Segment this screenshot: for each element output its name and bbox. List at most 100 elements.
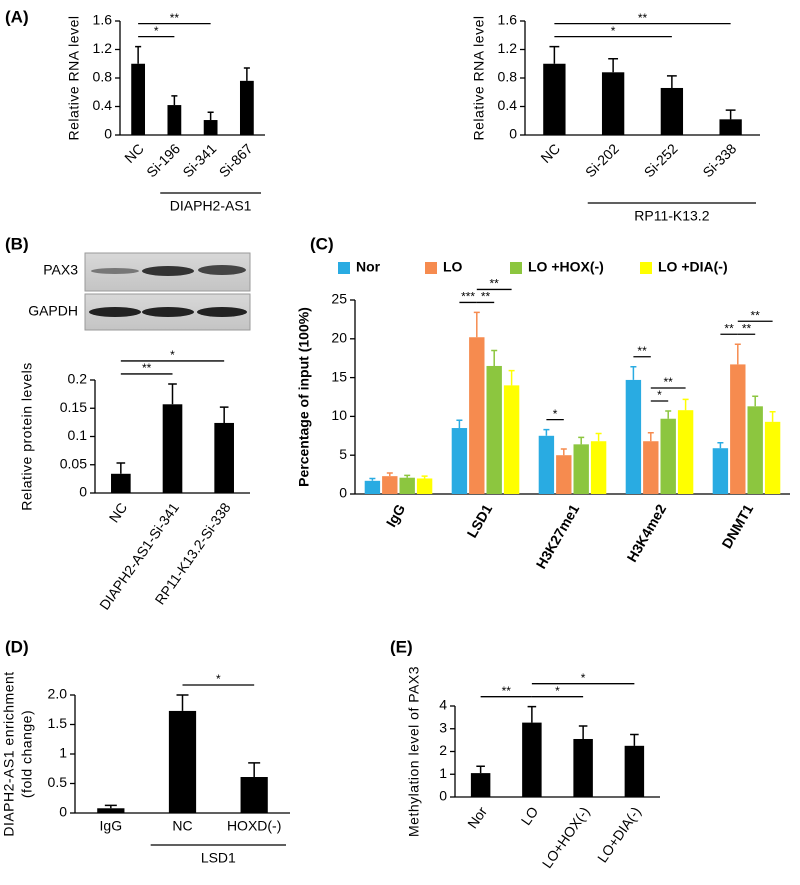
- error-bar: [717, 442, 724, 449]
- bar: [470, 773, 491, 797]
- y-tick-label: 20: [331, 330, 347, 346]
- bar: [719, 119, 742, 135]
- bar: [239, 80, 254, 135]
- blot-band: [142, 307, 194, 317]
- bar: [214, 422, 234, 493]
- blot-band: [198, 265, 246, 275]
- blot-label: GAPDH: [28, 303, 78, 319]
- bar: [543, 63, 566, 135]
- x-tick-label: LO+DIA(-): [594, 804, 644, 866]
- y-tick-label: 0.2: [68, 371, 88, 387]
- bar: [469, 337, 485, 494]
- bar: [522, 722, 542, 797]
- legend-label: Nor: [356, 259, 381, 275]
- y-tick-label: 10: [331, 407, 347, 423]
- panel-label: (D): [5, 637, 29, 656]
- error-bar: [734, 343, 741, 365]
- error-bar: [665, 410, 672, 419]
- significance-label: *: [555, 684, 560, 698]
- error-bar: [404, 474, 411, 478]
- bar: [660, 418, 676, 494]
- bar: [643, 441, 659, 494]
- y-tick-label: 0: [104, 126, 112, 142]
- x-tick-label: H3K27me1: [533, 501, 583, 571]
- x-tick-label: NC: [172, 818, 192, 834]
- y-tick-label: 0: [339, 485, 347, 501]
- bar: [162, 404, 183, 493]
- x-tick-label: IgG: [100, 818, 123, 834]
- y-tick-label: 4: [439, 697, 447, 713]
- y-tick-label: 1.6: [93, 12, 113, 28]
- y-axis-label: DIAPH2-AS1 enrichment: [1, 671, 17, 836]
- panel-label: (B): [5, 234, 29, 253]
- bar: [111, 473, 131, 493]
- bar: [538, 435, 555, 494]
- x-tick-label: Nor: [464, 803, 490, 831]
- error-bar: [473, 311, 480, 338]
- y-tick-label: 0: [59, 804, 67, 820]
- significance-label: *: [216, 672, 221, 686]
- legend-label: LO +DIA(-): [658, 259, 728, 275]
- bar: [573, 444, 589, 494]
- y-tick-label: 2.0: [48, 686, 68, 702]
- y-tick-label: 1.2: [498, 40, 518, 56]
- group-label: LSD1: [201, 850, 236, 866]
- bar: [416, 478, 433, 494]
- group-label: RP11-K13.2: [634, 208, 709, 224]
- legend-swatch: [425, 262, 437, 274]
- group-label: DIAPH2-AS1: [170, 198, 252, 214]
- y-tick-label: 0.8: [93, 69, 113, 85]
- error-bar: [369, 477, 376, 481]
- blot-band: [142, 266, 194, 276]
- y-axis-label: Relative RNA level: [471, 16, 487, 141]
- blot-band: [91, 268, 139, 274]
- x-tick-label: Si-196: [143, 140, 183, 180]
- y-tick-label: 0.4: [498, 97, 518, 113]
- x-tick-label: NC: [537, 140, 563, 166]
- significance-label: **: [751, 308, 761, 322]
- error-bar: [752, 395, 759, 407]
- error-bar: [560, 448, 567, 456]
- x-tick-label: IgG: [383, 501, 409, 529]
- legend-swatch: [338, 262, 350, 274]
- bar: [364, 480, 381, 494]
- y-tick-label: 2: [439, 742, 447, 758]
- blot-band: [197, 307, 247, 317]
- error-bar: [243, 67, 250, 81]
- bar: [712, 448, 729, 494]
- error-bar: [476, 765, 485, 774]
- bar: [556, 455, 572, 494]
- error-bar: [630, 733, 639, 746]
- bar: [486, 365, 502, 494]
- bar: [677, 410, 694, 494]
- y-axis-label: Relative protein levels: [19, 362, 35, 510]
- bar: [503, 385, 520, 494]
- significance-label: **: [170, 11, 180, 25]
- significance-label: *: [657, 388, 662, 402]
- y-tick-label: 0.15: [60, 399, 87, 415]
- bar: [382, 476, 398, 494]
- legend-label: LO: [443, 259, 463, 275]
- y-tick-label: 0.05: [60, 455, 87, 471]
- significance-label: **: [664, 375, 674, 389]
- x-tick-label: Si-338: [699, 140, 739, 180]
- bar: [451, 428, 468, 494]
- y-axis-label: Relative RNA level: [66, 16, 82, 141]
- significance-label: *: [611, 24, 616, 38]
- y-tick-label: 1.2: [93, 40, 113, 56]
- y-tick-label: 15: [331, 368, 347, 384]
- error-bar: [207, 111, 214, 121]
- x-tick-label: NC: [106, 500, 131, 526]
- legend-swatch: [510, 262, 522, 274]
- error-bar: [682, 398, 689, 411]
- error-bar: [666, 75, 677, 88]
- x-tick-label: NC: [121, 140, 147, 166]
- bar: [625, 379, 642, 494]
- bar: [399, 477, 415, 494]
- y-tick-label: 0.5: [48, 774, 68, 790]
- error-bar: [647, 431, 654, 442]
- error-bar: [508, 369, 515, 386]
- error-bar: [630, 365, 637, 380]
- error-bar: [595, 432, 602, 442]
